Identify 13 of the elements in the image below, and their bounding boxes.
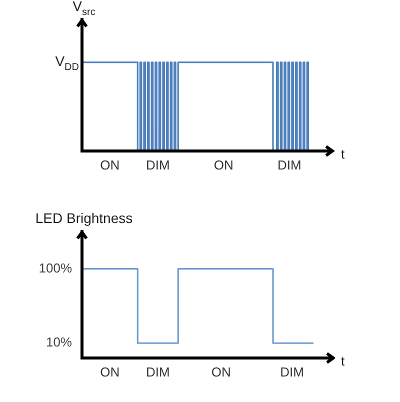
x-axis-title: t	[341, 354, 345, 369]
x-tick-label: ON	[211, 364, 231, 380]
x-axis-title: t	[341, 146, 345, 162]
x-tick-label: DIM	[146, 364, 170, 380]
y-axis-title: LED Brightness	[35, 210, 133, 226]
x-tick-label: DIM	[280, 364, 304, 380]
x-tick-label: ON	[100, 364, 120, 380]
x-tick-label: DIM	[146, 157, 170, 172]
x-tick-label: DIM	[278, 157, 302, 172]
y-tick-label: 10%	[46, 334, 72, 350]
y-tick-label: 100%	[38, 260, 72, 276]
x-tick-label: ON	[100, 157, 120, 172]
x-tick-label: ON	[214, 157, 234, 172]
